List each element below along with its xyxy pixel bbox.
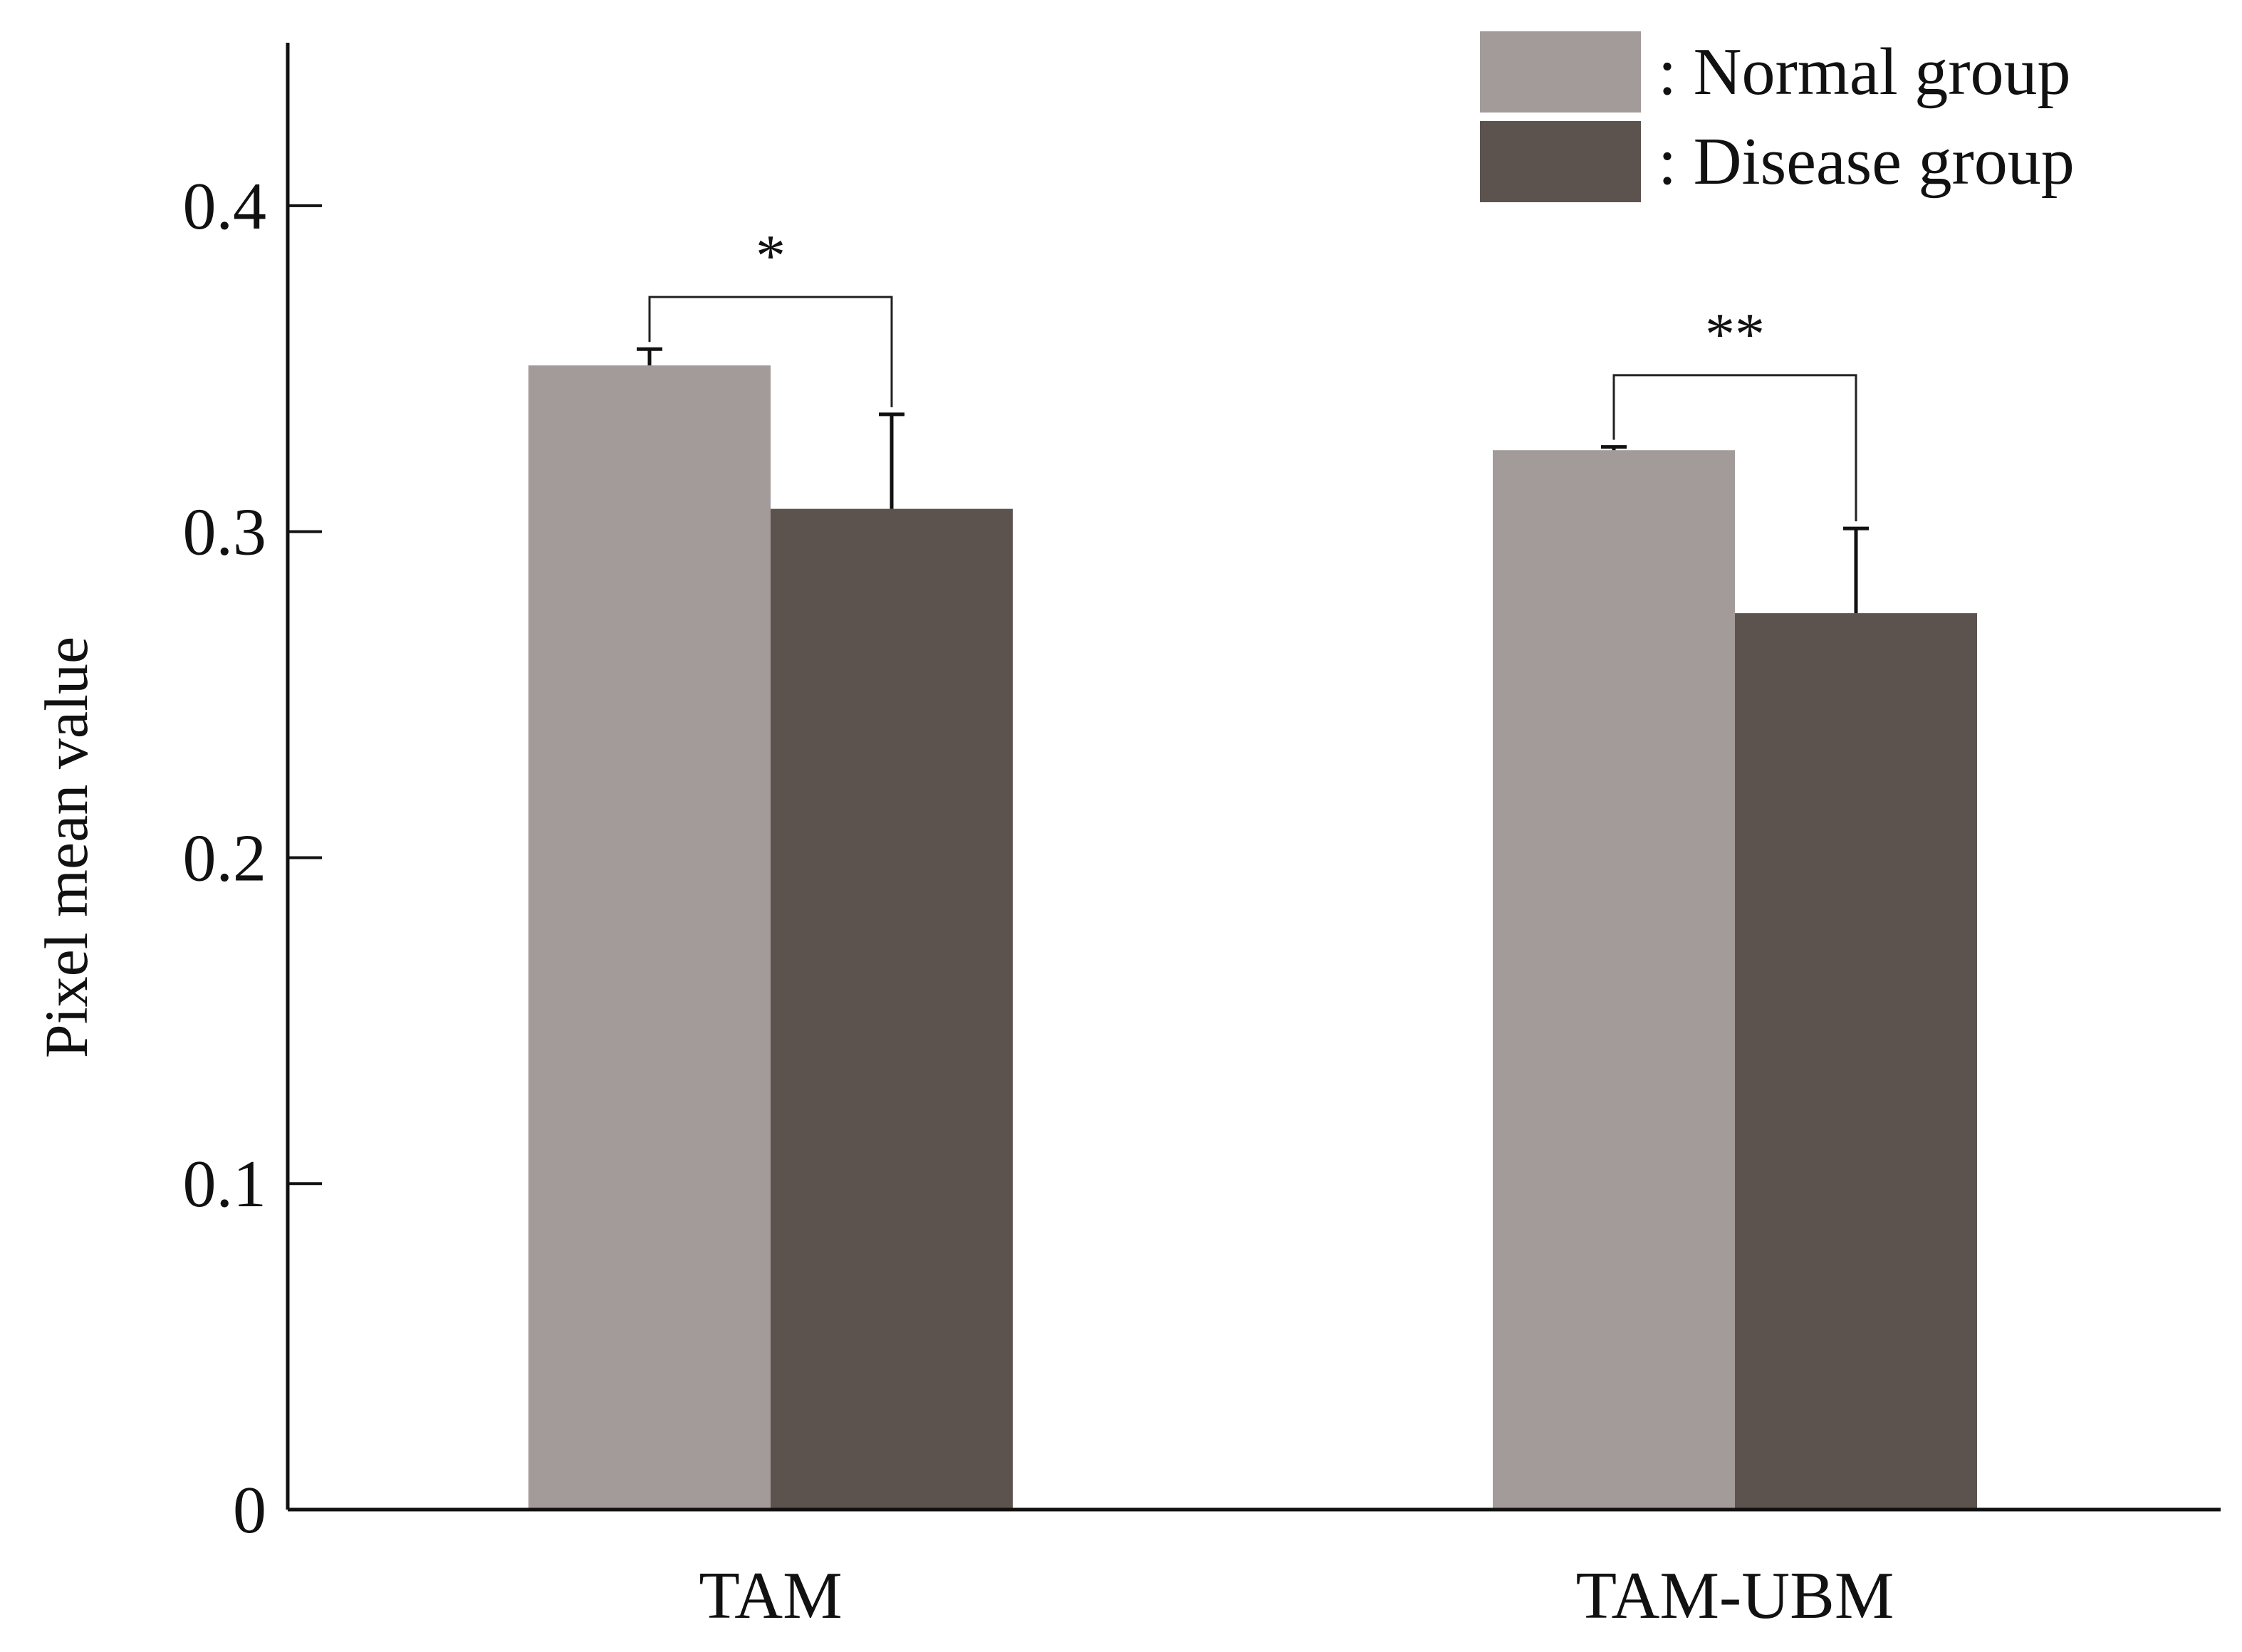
y-tick-label: 0.1 — [183, 1147, 267, 1221]
bar-tam-disease-group — [771, 508, 1013, 1510]
y-tick-label: 0.2 — [183, 821, 267, 895]
legend-label-disease-group: : Disease group — [1658, 125, 2075, 199]
significance-label: * — [756, 223, 786, 289]
y-axis-label: Pixel mean value — [32, 637, 100, 1058]
legend: : Normal group : Disease group — [1480, 31, 2075, 202]
bar-tam-ubm-disease-group — [1735, 613, 1977, 1510]
bar-tam-ubm-normal-group — [1493, 450, 1735, 1510]
y-tick-label: 0.4 — [183, 169, 267, 244]
y-tick-label: 0 — [233, 1473, 266, 1547]
significance-layer: *** — [648, 223, 1857, 522]
legend-label-normal-group: : Normal group — [1658, 35, 2071, 109]
significance-bracket — [648, 296, 893, 407]
legend-swatch-normal-group — [1480, 31, 1641, 113]
legend-swatch-disease-group — [1480, 121, 1641, 202]
x-tick-label: TAM-UBM — [1576, 1559, 1894, 1633]
bar-tam-normal-group — [528, 365, 771, 1510]
error-bars-layer — [637, 347, 1869, 614]
y-tick-label: 0.3 — [183, 496, 267, 570]
bars-layer — [528, 365, 1977, 1510]
significance-bracket — [1612, 374, 1857, 522]
axes-layer: 0 0.1 0.2 0.3 0.4 TAM TAM-UBM Pixel mean value — [32, 43, 2221, 1633]
significance-label: ** — [1705, 301, 1765, 367]
x-tick-label: TAM — [699, 1559, 842, 1633]
